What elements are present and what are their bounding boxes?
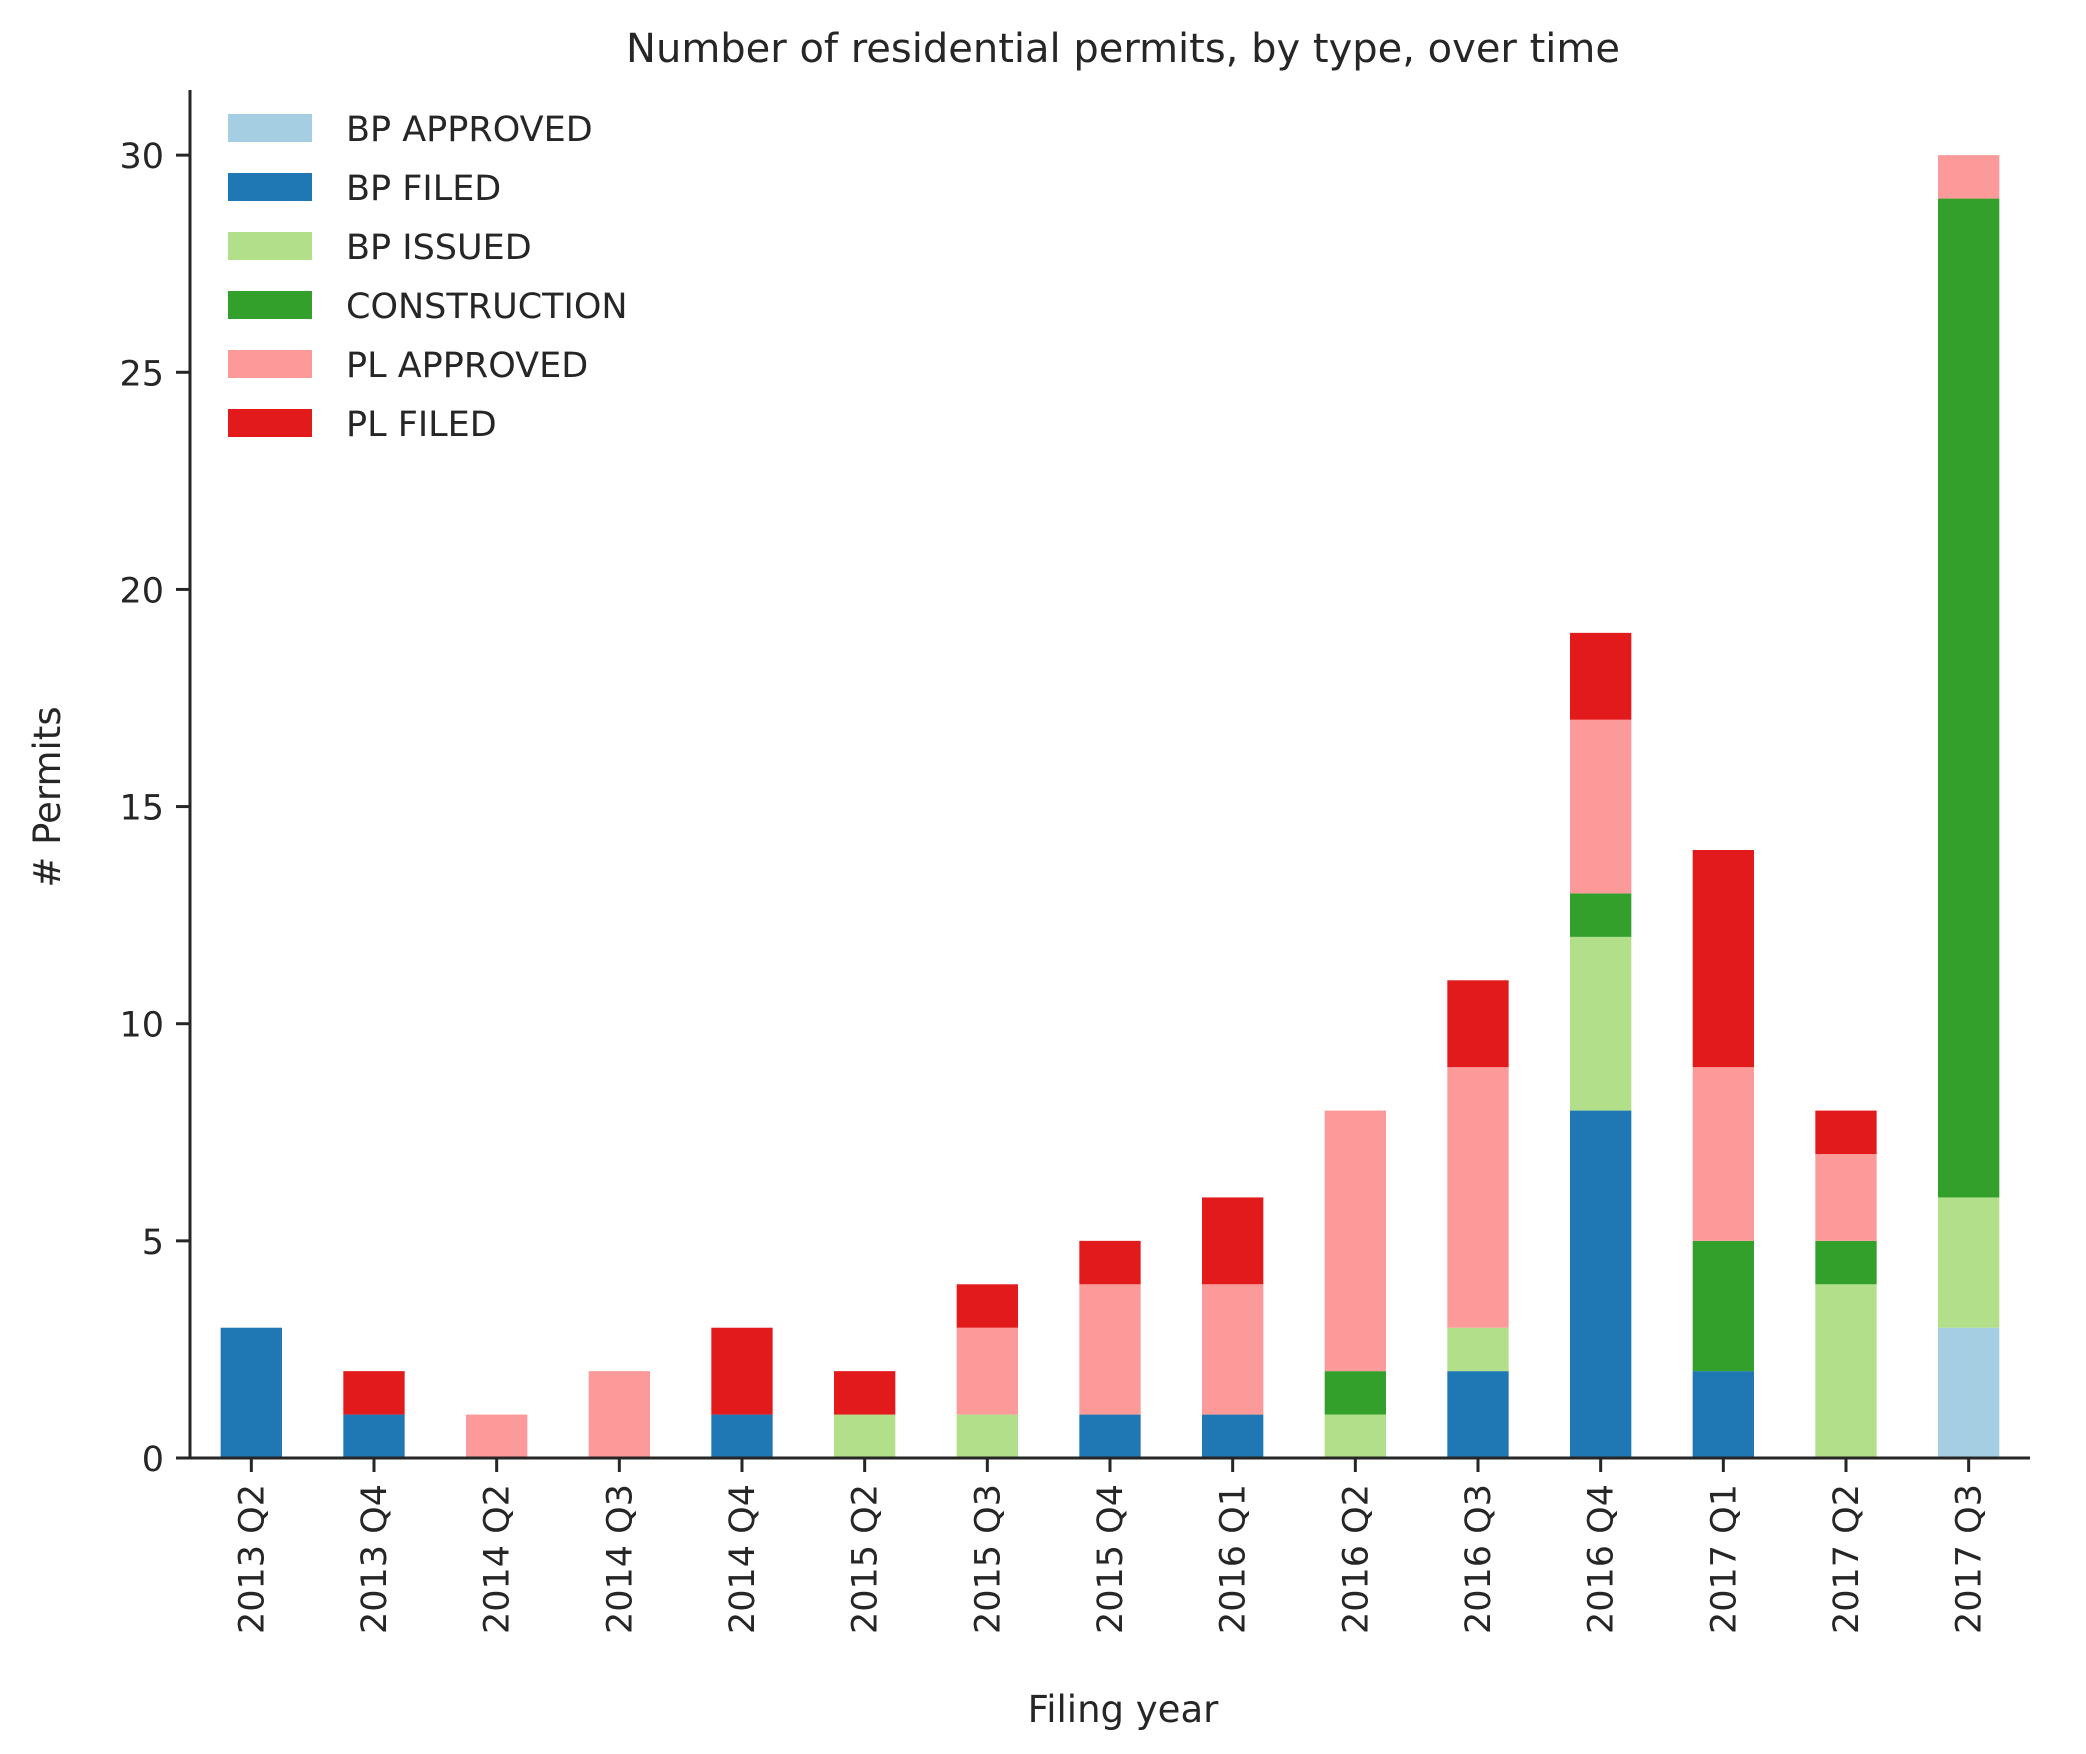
bar-segment bbox=[1447, 1067, 1509, 1328]
chart-title: Number of residential permits, by type, … bbox=[626, 26, 1620, 72]
bar-segment bbox=[1079, 1240, 1141, 1285]
bar-segment bbox=[1570, 893, 1632, 937]
y-tick-label: 25 bbox=[119, 354, 164, 394]
bar-segment bbox=[1815, 1284, 1877, 1458]
bar-segment bbox=[956, 1414, 1018, 1458]
bar-segment bbox=[711, 1414, 773, 1458]
y-tick-label: 10 bbox=[119, 1006, 164, 1046]
x-tick-label: 2016 Q1 bbox=[1214, 1484, 1254, 1634]
x-tick-label: 2014 Q3 bbox=[600, 1484, 640, 1634]
x-tick-label: 2015 Q3 bbox=[968, 1484, 1008, 1634]
bar-segment bbox=[956, 1284, 1018, 1328]
bar-segment bbox=[1447, 1327, 1509, 1372]
bar-segment bbox=[1692, 1067, 1754, 1241]
bar-segment bbox=[1570, 936, 1632, 1111]
bar-segment bbox=[343, 1371, 405, 1415]
legend-label: BP FILED bbox=[346, 169, 501, 209]
x-tick-label: 2017 Q3 bbox=[1950, 1484, 1990, 1634]
bar-segment bbox=[1692, 850, 1754, 1068]
legend-swatch bbox=[228, 114, 312, 142]
bar-segment bbox=[711, 1327, 773, 1415]
bar-segment bbox=[1202, 1197, 1264, 1285]
x-tick-label: 2016 Q3 bbox=[1459, 1484, 1499, 1634]
legend-label: PL FILED bbox=[346, 405, 497, 445]
x-tick-label: 2016 Q2 bbox=[1336, 1484, 1376, 1634]
x-tick-label: 2014 Q4 bbox=[723, 1484, 763, 1634]
legend-swatch bbox=[228, 232, 312, 260]
bar-segment bbox=[1938, 1197, 2000, 1328]
x-tick-label: 2016 Q4 bbox=[1582, 1484, 1622, 1634]
bar-segment bbox=[220, 1327, 282, 1458]
x-tick-label: 2017 Q2 bbox=[1827, 1484, 1867, 1634]
bar-segment bbox=[1447, 1371, 1509, 1458]
bar-segment bbox=[1815, 1110, 1877, 1154]
y-tick-label: 30 bbox=[119, 137, 164, 177]
bar-segment bbox=[1938, 155, 2000, 199]
bar-segment bbox=[1570, 719, 1632, 894]
x-tick-label: 2015 Q4 bbox=[1091, 1484, 1131, 1634]
bar-segment bbox=[1938, 198, 2000, 1198]
x-tick-label: 2017 Q1 bbox=[1704, 1484, 1744, 1634]
bar-segment bbox=[834, 1371, 896, 1415]
axes-layer: 0 5 10 15 20 25 30 2013 Q2 2013 Q4 2014 Q2 2014 Q3… bbox=[119, 90, 2030, 1634]
y-axis-label: # Permits bbox=[26, 706, 69, 887]
bar-segment bbox=[1692, 1240, 1754, 1372]
x-tick-label: 2013 Q2 bbox=[232, 1484, 272, 1634]
bar-segment bbox=[1079, 1414, 1141, 1458]
bar-segment bbox=[1570, 632, 1632, 720]
bar-segment bbox=[1815, 1240, 1877, 1285]
bar-segment bbox=[1815, 1154, 1877, 1241]
legend-label: PL APPROVED bbox=[346, 346, 588, 386]
bar-segment bbox=[1202, 1414, 1264, 1458]
bar-segment bbox=[1447, 980, 1509, 1068]
x-tick-label: 2014 Q2 bbox=[478, 1484, 518, 1634]
bar-segment bbox=[588, 1371, 650, 1458]
legend-swatch bbox=[228, 173, 312, 201]
y-tick-label: 15 bbox=[119, 789, 164, 829]
y-tick-label: 20 bbox=[119, 571, 164, 611]
legend-swatch bbox=[228, 291, 312, 319]
legend-label: BP APPROVED bbox=[346, 110, 593, 150]
bar-segment bbox=[466, 1414, 528, 1458]
bar-segment bbox=[956, 1327, 1018, 1415]
bars-layer bbox=[220, 155, 2000, 1458]
legend: BP APPROVED BP FILED BP ISSUED CONSTRUCTION… bbox=[228, 110, 628, 445]
y-tick-label: 5 bbox=[142, 1223, 164, 1263]
bar-segment bbox=[1324, 1371, 1386, 1415]
bar-segment bbox=[1079, 1284, 1141, 1415]
bar-segment bbox=[1324, 1414, 1386, 1458]
legend-swatch bbox=[228, 350, 312, 378]
bar-segment bbox=[1324, 1110, 1386, 1372]
bar-segment bbox=[834, 1414, 896, 1458]
bar-segment bbox=[1202, 1284, 1264, 1415]
legend-label: CONSTRUCTION bbox=[346, 287, 628, 327]
bar-segment bbox=[1692, 1371, 1754, 1458]
bar-segment bbox=[1938, 1327, 2000, 1458]
bar-segment bbox=[1570, 1110, 1632, 1458]
y-tick-label: 0 bbox=[142, 1440, 164, 1480]
x-tick-label: 2013 Q4 bbox=[355, 1484, 395, 1634]
x-axis-label: Filing year bbox=[1028, 1688, 1219, 1731]
bar-segment bbox=[343, 1414, 405, 1458]
legend-swatch bbox=[228, 409, 312, 437]
x-tick-label: 2015 Q2 bbox=[846, 1484, 886, 1634]
legend-label: BP ISSUED bbox=[346, 228, 532, 268]
